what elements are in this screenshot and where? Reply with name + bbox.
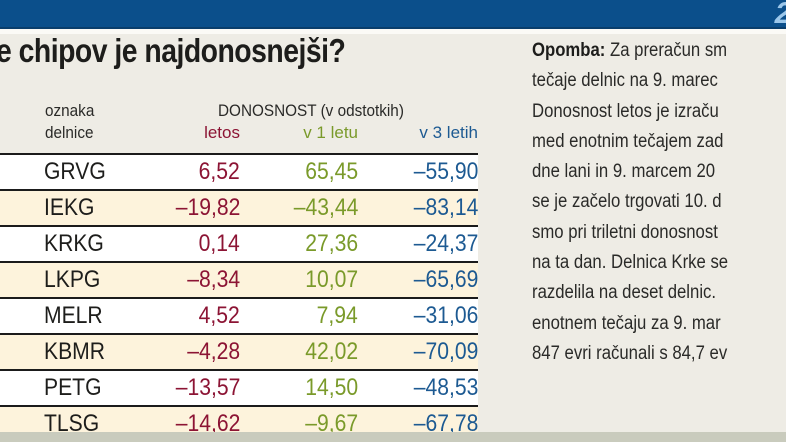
- stock-code: KBMR: [44, 338, 106, 365]
- article-title: e chipov je najdonosnejši?: [0, 32, 346, 69]
- footnote: Opomba: Za preračun sm tečaje delnic na …: [532, 36, 786, 369]
- column-group-header: DONOSNOST (v odstotkih): [218, 101, 404, 120]
- return-letos: –19,82: [175, 194, 240, 221]
- table-row: LKPG –8,34 10,07 –65,69: [0, 261, 478, 297]
- return-3-years: –48,53: [413, 374, 478, 401]
- return-letos: 6,52: [198, 158, 240, 185]
- footnote-first-line-text: Za preračun sm: [605, 40, 728, 61]
- stock-code: LKPG: [44, 266, 101, 293]
- stock-code: IEKG: [44, 194, 95, 221]
- table-row: KBMR –4,28 42,02 –70,09: [0, 333, 478, 369]
- return-letos: –13,57: [175, 374, 240, 401]
- table-header: oznaka delnice DONOSNOST (v odstotkih) l…: [0, 97, 478, 153]
- stock-code: PETG: [44, 374, 102, 401]
- table-row: MELR 4,52 7,94 –31,06: [0, 297, 478, 333]
- table-row: KRKG 0,14 27,36 –24,37: [0, 225, 478, 261]
- return-1-year: 14,50: [305, 374, 358, 401]
- table-row: IEKG –19,82 –43,44 –83,14: [0, 189, 478, 225]
- footnote-line: Donosnost letos je izraču: [532, 100, 719, 122]
- footnote-line: na ta dan. Delnica Krke se: [532, 252, 729, 274]
- return-1-year: 42,02: [305, 338, 358, 365]
- column-header-code: oznaka delnice: [45, 100, 94, 144]
- footnote-line: razdelila na deset delnic.: [532, 282, 717, 304]
- return-letos: 4,52: [198, 302, 240, 329]
- stock-code: KRKG: [44, 230, 104, 257]
- column-header-letos: letos: [204, 123, 240, 142]
- footnote-line: Opomba: Za preračun sm: [532, 36, 786, 66]
- return-3-years: –24,37: [413, 230, 478, 257]
- footnote-line: 847 evri računali s 84,7 ev: [532, 342, 728, 364]
- footnote-label: Opomba:: [532, 40, 606, 61]
- return-3-years: –70,09: [413, 338, 478, 365]
- column-header-3-years: v 3 letih: [419, 123, 478, 142]
- column-header-code-line1: oznaka: [45, 101, 95, 120]
- return-1-year: 27,36: [305, 230, 358, 257]
- footnote-line: enotnem tečaju za 9. mar: [532, 312, 721, 334]
- table-row: GRVG 6,52 65,45 –55,90: [0, 153, 478, 189]
- header-bar: 2: [0, 0, 786, 30]
- footnote-line: dne lani in 9. marcem 20: [532, 161, 716, 183]
- table-row: PETG –13,57 14,50 –48,53: [0, 369, 478, 405]
- footnote-line: med enotnim tečajem zad: [532, 130, 724, 152]
- return-letos: –8,34: [187, 266, 240, 293]
- bottom-border: [0, 432, 786, 442]
- footnote-line: tečaje delnic na 9. marec: [532, 70, 718, 92]
- footnote-line: se je začelo trgovati 10. d: [532, 191, 722, 213]
- return-3-years: –31,06: [413, 302, 478, 329]
- stock-code: GRVG: [44, 158, 106, 185]
- return-letos: 0,14: [198, 230, 240, 257]
- page-number-glyph: 2: [771, 0, 786, 30]
- return-3-years: –83,14: [413, 194, 478, 221]
- return-1-year: 7,94: [316, 302, 358, 329]
- return-1-year: –43,44: [293, 194, 358, 221]
- footnote-line: smo pri triletni donosnost: [532, 221, 718, 243]
- column-header-1-year: v 1 letu: [303, 123, 358, 142]
- stock-code: MELR: [44, 302, 103, 329]
- column-header-code-line2: delnice: [45, 123, 94, 142]
- return-1-year: 10,07: [305, 266, 358, 293]
- returns-table: oznaka delnice DONOSNOST (v odstotkih) l…: [0, 97, 478, 441]
- return-3-years: –55,90: [413, 158, 478, 185]
- return-3-years: –65,69: [413, 266, 478, 293]
- return-1-year: 65,45: [305, 158, 358, 185]
- return-letos: –4,28: [187, 338, 240, 365]
- header-divider: [0, 29, 786, 34]
